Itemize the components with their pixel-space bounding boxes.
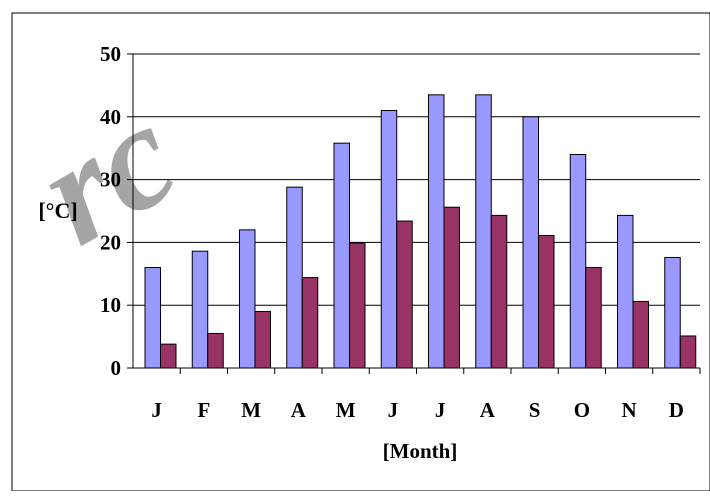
y-tick-label: 10 (100, 293, 121, 317)
y-tick-label: 40 (100, 105, 121, 129)
y-tick-label: 30 (100, 168, 121, 192)
x-tick-label: A (480, 398, 496, 422)
x-tick-label: O (574, 398, 590, 422)
x-tick-label: J (151, 398, 162, 422)
bar-series1-7 (428, 94, 445, 369)
y-tick-labels: 0 10 20 30 40 50 (100, 42, 121, 380)
bar-series2-5 (349, 242, 366, 369)
bar-series1-8 (475, 94, 492, 369)
bar-series1-10 (569, 153, 587, 369)
y-tick-label: 0 (111, 356, 122, 380)
y-tick-label: 50 (100, 42, 121, 66)
bar-series2-2 (207, 332, 224, 369)
bars (144, 94, 697, 369)
x-tick-label: F (197, 398, 210, 422)
x-tick-label: D (669, 398, 684, 422)
bar-series1-3 (239, 229, 256, 369)
bar-series1-11 (617, 214, 634, 369)
bar-series2-11 (632, 300, 649, 369)
x-tick-label: S (529, 398, 541, 422)
bar-series2-12 (679, 335, 697, 369)
x-tick-label: M (336, 398, 356, 422)
bar-series1-9 (522, 116, 539, 369)
bar-series2-7 (443, 206, 460, 369)
gridlines (133, 53, 700, 306)
bar-series1-4 (286, 186, 303, 369)
bar-series1-6 (380, 110, 398, 369)
y-tick-label: 20 (100, 230, 121, 254)
x-tick-label: N (622, 398, 637, 422)
y-axis-label: [°C] (38, 198, 77, 223)
bar-series2-4 (301, 277, 319, 369)
x-tick-label: M (241, 398, 261, 422)
bar-series1-2 (191, 250, 209, 369)
bar-series2-9 (538, 234, 555, 369)
bar-series2-6 (396, 220, 413, 369)
bar-series2-8 (490, 214, 508, 369)
bar-series2-3 (254, 310, 271, 369)
x-tick-label: J (435, 398, 446, 422)
x-axis-label: [Month] (383, 439, 458, 463)
bar-series1-12 (664, 256, 681, 369)
x-tick-label: A (291, 398, 307, 422)
axes (127, 53, 701, 374)
bar-series2-1 (160, 343, 177, 369)
bar-series1-5 (333, 142, 350, 369)
bar-series1-1 (144, 267, 161, 369)
bar-series2-10 (585, 267, 602, 369)
x-tick-label: J (388, 398, 399, 422)
